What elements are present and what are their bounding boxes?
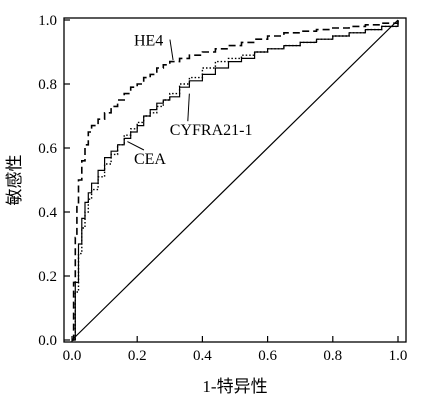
x-tick-label: 0.6 <box>258 348 277 364</box>
y-tick-label: 0.6 <box>38 141 57 157</box>
x-tick-label: 1.0 <box>389 348 408 364</box>
series-line-he4 <box>72 20 399 341</box>
y-tick-label: 0.8 <box>38 77 57 93</box>
tick-layer: 0.0 0.2 0.4 0.6 0.8 1.0 0.0 0.2 0.4 0.6 0.8 1.0 <box>38 13 407 364</box>
series-layer <box>72 20 399 341</box>
annotation-leader-line <box>127 141 145 151</box>
x-tick-label: 0.4 <box>193 348 212 364</box>
annotation-label: CYFRA21-1 <box>170 122 253 139</box>
annotation-leader-line <box>169 39 174 61</box>
x-axis-title: 1-特异性 <box>202 377 267 396</box>
annotation-label: CEA <box>134 151 166 168</box>
x-tick-label: 0.0 <box>63 348 82 364</box>
y-axis-title: 敏感性 <box>5 155 24 206</box>
y-tick-label: 1.0 <box>38 13 57 29</box>
annotation-label: HE4 <box>134 33 163 50</box>
y-tick-label: 0.0 <box>38 333 57 349</box>
y-tick-label: 0.2 <box>38 269 57 285</box>
y-tick-label: 0.4 <box>38 205 57 221</box>
reference-layer <box>71 19 399 341</box>
reference-diagonal-line <box>71 19 399 341</box>
x-tick-label: 0.8 <box>323 348 342 364</box>
annotation-leader-line <box>187 93 190 122</box>
series-line-cyfra21-1 <box>72 20 399 341</box>
x-tick-label: 0.2 <box>128 348 147 364</box>
plot-frame <box>63 17 407 343</box>
